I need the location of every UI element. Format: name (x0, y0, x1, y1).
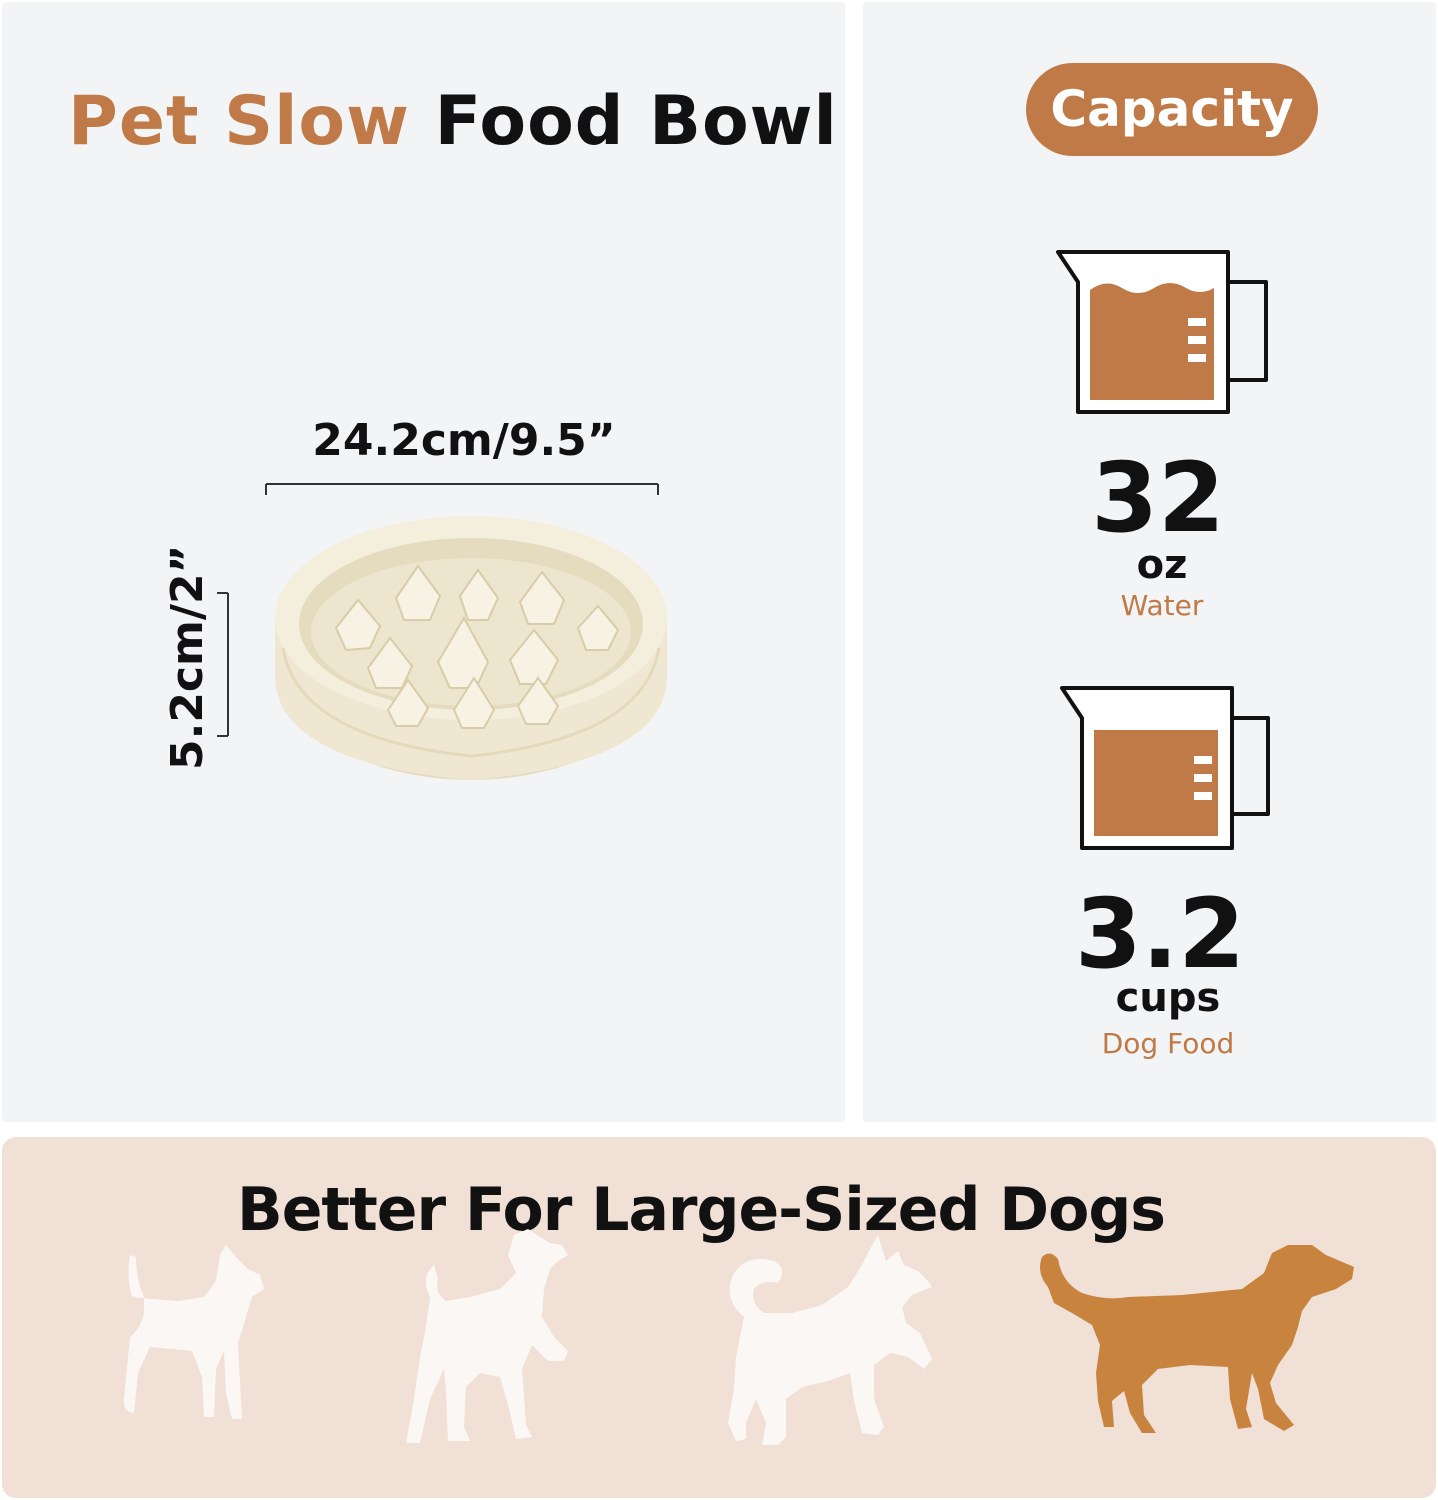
title-rest: Food Bowl (434, 82, 838, 161)
water-capacity-unit: oz (1136, 542, 1188, 588)
page-title: Pet Slow Food Bowl (68, 82, 838, 161)
food-capacity-label: Dog Food (1101, 1027, 1235, 1060)
retriever-dog-icon (1040, 1245, 1354, 1433)
height-dimension-label: 5.2cm/2” (162, 544, 213, 770)
capacity-panel (863, 2, 1436, 1122)
small-dog-icon (123, 1245, 264, 1419)
height-dimension-line (217, 592, 229, 737)
food-capacity-unit: cups (1115, 975, 1221, 1021)
food-measuring-jug-icon (1060, 686, 1270, 850)
food-capacity-amount: 3.2 (1074, 878, 1246, 990)
water-measuring-jug-icon (1056, 250, 1268, 414)
terrier-dog-icon (406, 1229, 568, 1443)
bowl-illustration (217, 483, 667, 780)
title-accent: Pet Slow (68, 82, 410, 161)
capacity-badge: Capacity (1026, 63, 1318, 156)
dog-size-title: Better For Large-Sized Dogs (237, 1175, 1166, 1245)
slow-feeder-bowl (275, 516, 667, 780)
water-capacity-amount: 32 (1091, 442, 1225, 554)
width-dimension-line (265, 483, 659, 495)
husky-dog-icon (728, 1235, 932, 1445)
width-dimension-label: 24.2cm/9.5” (312, 415, 616, 466)
water-capacity-label: Water (1120, 589, 1204, 622)
dog-size-silhouettes (123, 1229, 1354, 1445)
